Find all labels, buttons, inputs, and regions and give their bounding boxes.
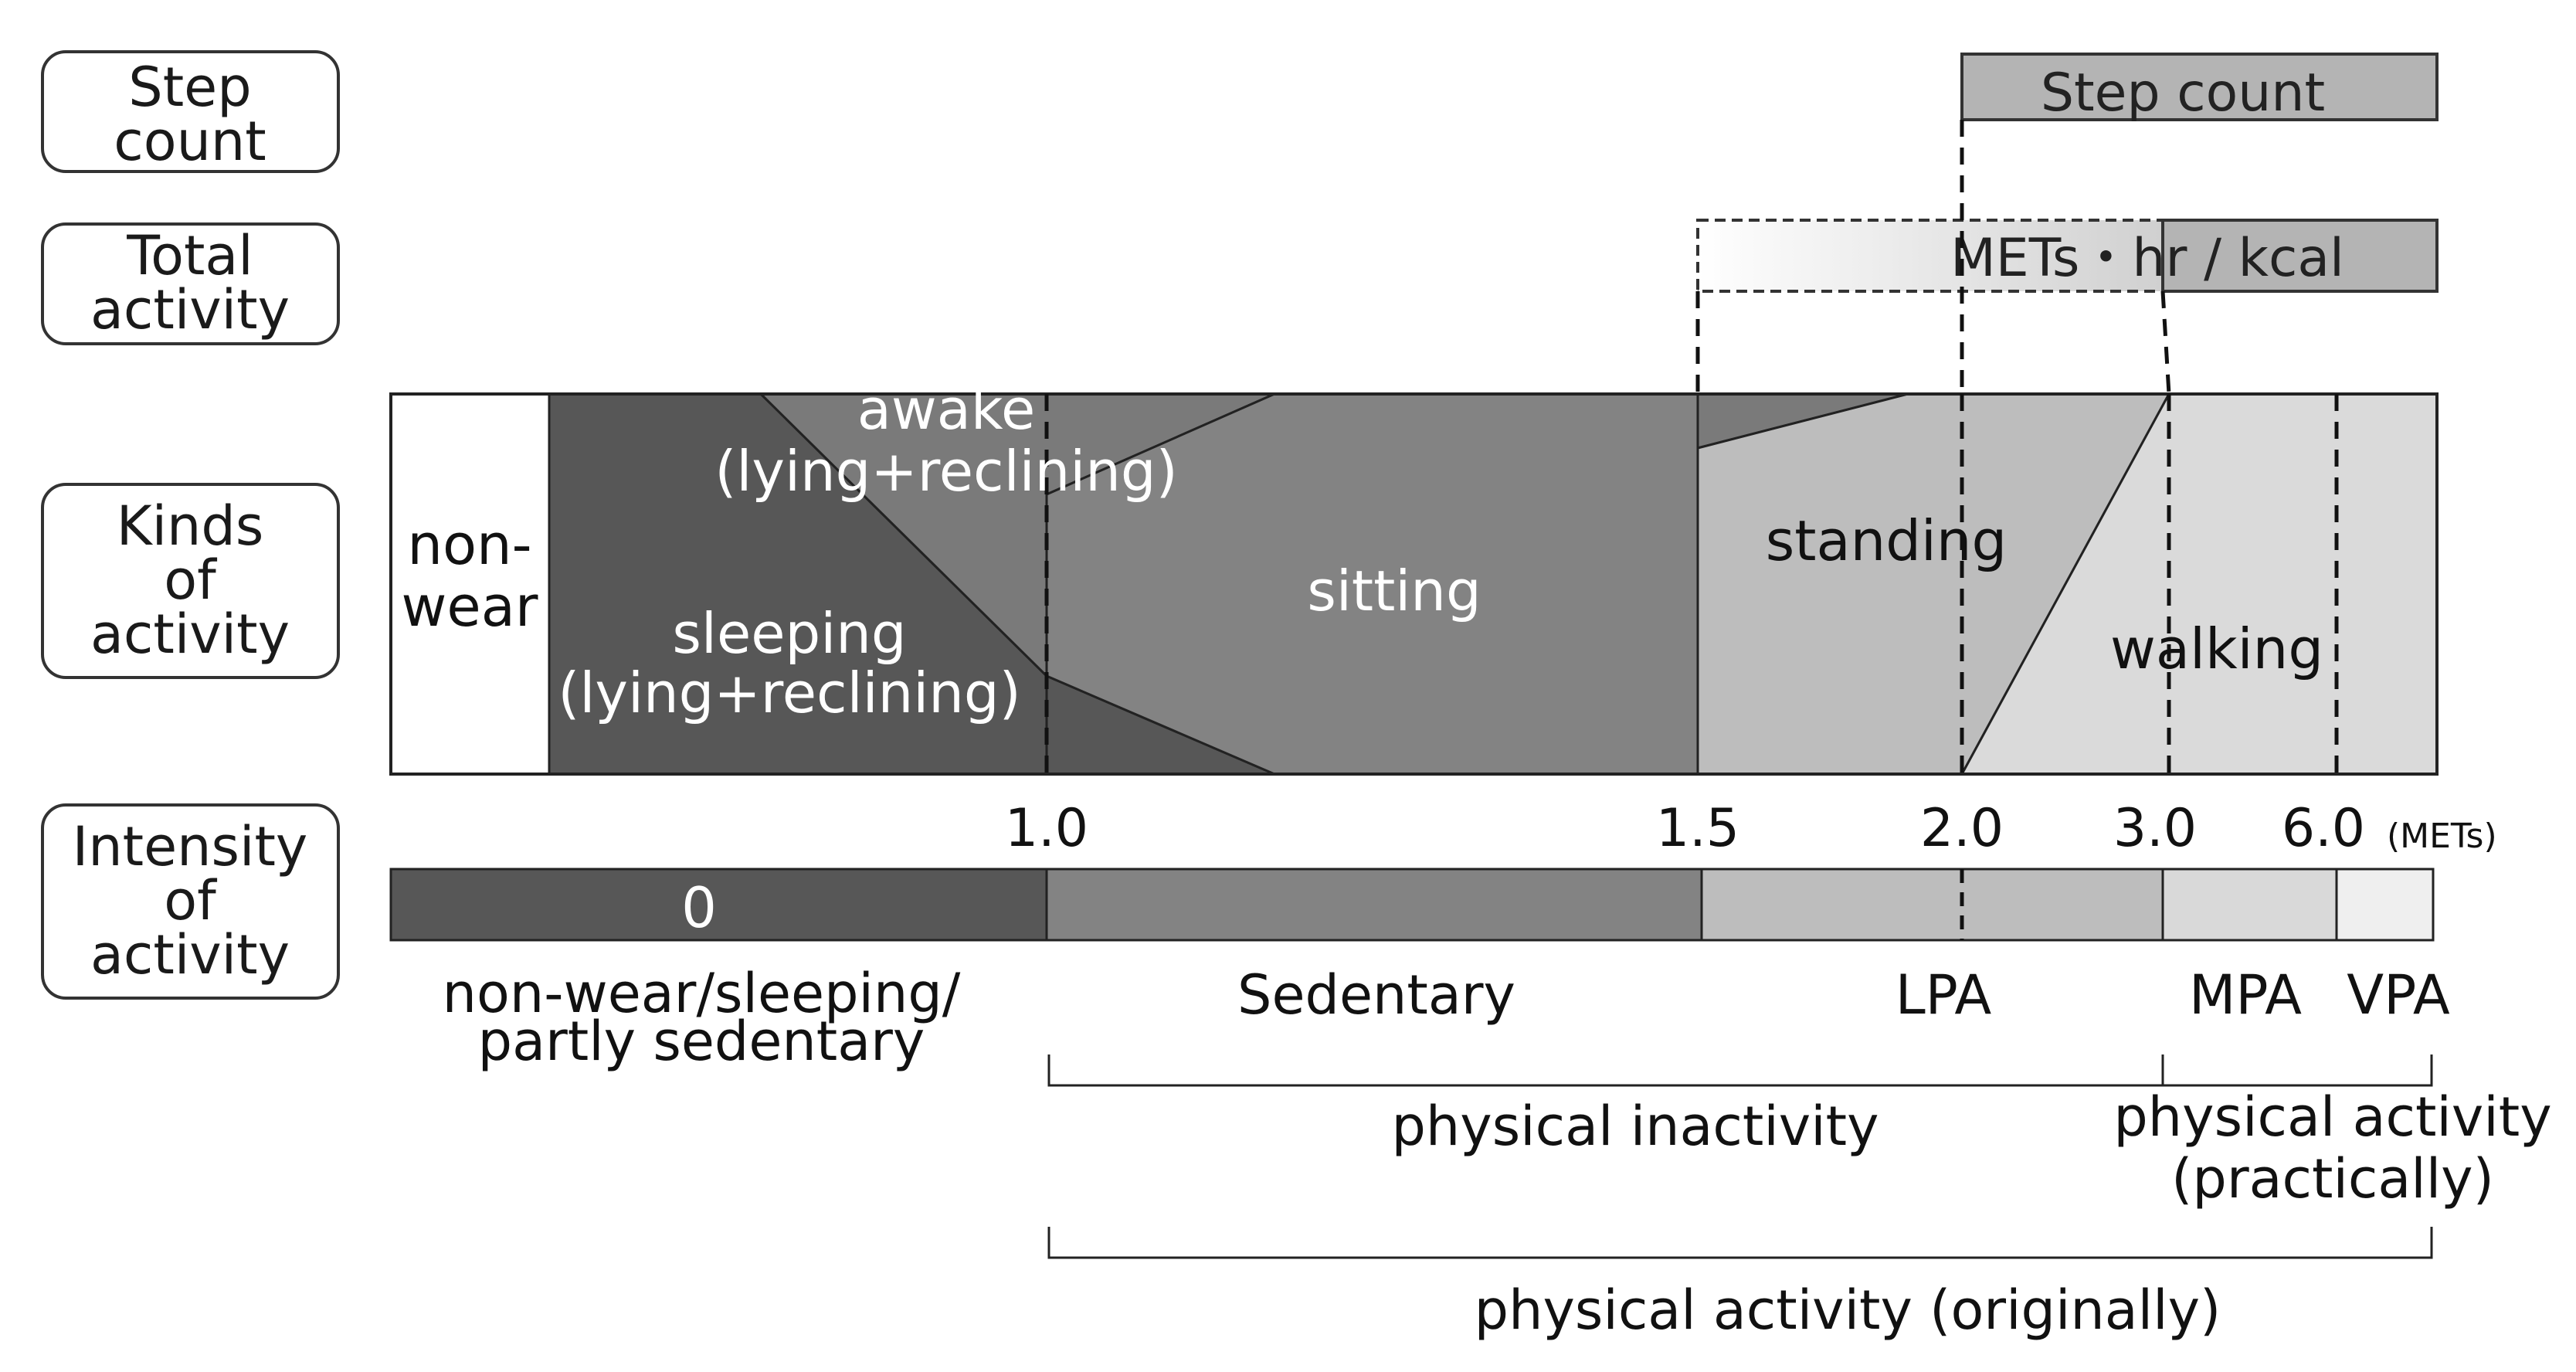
total-activity-bar-label: METs・hr / kcal — [1950, 228, 2344, 289]
label-non-wear-line1: non- — [407, 512, 531, 577]
row-label-intensity-line1: Intensity — [73, 815, 308, 878]
intensity-bar: 0 — [389, 868, 2435, 942]
row-label-total-activity-line2: activity — [90, 278, 290, 341]
bracket-practically-line1: physical activity — [2113, 1085, 2551, 1149]
bracket-practically-line2: (practically) — [2171, 1147, 2494, 1211]
row-label-intensity-line3: activity — [90, 923, 290, 987]
intensity-tick-labels: 1.0 1.5 2.0 3.0 6.0 (METs) — [1005, 798, 2497, 859]
intensity-zero-label: 0 — [681, 875, 717, 940]
step-count-bar-label: Step count — [2041, 63, 2325, 124]
row-label-step-count: Step count — [41, 50, 340, 173]
category-lpa: LPA — [1896, 963, 1992, 1027]
label-standing: standing — [1766, 508, 2008, 573]
kinds-outer-border — [389, 392, 2439, 776]
bracket-physical-activity-practically: physical activity (practically) — [2113, 1054, 2552, 1211]
intensity-segment-zero — [389, 868, 1048, 942]
row-label-total-activity: Total activity — [41, 222, 340, 345]
bracket-physical-inactivity-label: physical inactivity — [1391, 1095, 1879, 1158]
tick-3-0: 3.0 — [2113, 798, 2197, 859]
tick-6-0: 6.0 — [2282, 798, 2365, 859]
category-sedentary: Sedentary — [1237, 963, 1515, 1027]
intensity-segment-mpa — [2161, 868, 2338, 942]
total-activity-bar: METs・hr / kcal — [1696, 219, 2439, 293]
row-label-intensity-line2: of — [164, 869, 217, 932]
row-label-total-activity-line1: Total — [126, 224, 253, 287]
tick-1-5: 1.5 — [1656, 798, 1739, 859]
intensity-segment-vpa — [2335, 868, 2435, 942]
kinds-of-activity-chart: non- wear awake (lying+reclining) sleepi… — [389, 377, 2439, 776]
category-mpa: MPA — [2189, 963, 2302, 1027]
row-label-step-count-line2: count — [114, 110, 266, 173]
row-label-kinds-line3: activity — [90, 603, 290, 666]
label-walking: walking — [2110, 616, 2323, 681]
category-nonwear-line2: partly sedentary — [478, 1010, 925, 1073]
connector-lines — [1695, 120, 2171, 395]
row-label-intensity-of-activity: Intensity of activity — [41, 803, 340, 1000]
label-awake-line1: awake — [857, 377, 1036, 442]
tick-2-0: 2.0 — [1920, 798, 2004, 859]
bracket-physical-inactivity: physical inactivity — [1047, 1054, 2164, 1158]
row-label-step-count-line1: Step — [128, 56, 251, 119]
bracket-physical-activity-originally: physical activity (originally) — [1047, 1227, 2433, 1342]
tick-unit: (METs) — [2387, 817, 2497, 856]
intensity-segment-sedentary — [1045, 868, 1703, 942]
row-label-kinds-of-activity: Kinds of activity — [41, 483, 340, 679]
label-sitting: sitting — [1307, 559, 1481, 623]
category-vpa: VPA — [2347, 963, 2450, 1027]
category-nonwear-line1: non-wear/sleeping/ — [443, 962, 961, 1025]
intensity-segment-lpa — [1700, 868, 2164, 942]
label-awake-line2: (lying+reclining) — [714, 439, 1177, 504]
region-non-wear — [391, 394, 549, 774]
row-label-kinds-line1: Kinds — [117, 494, 264, 558]
intensity-category-labels: non-wear/sleeping/ partly sedentary Sede… — [443, 962, 2450, 1073]
label-sleeping-line2: (lying+reclining) — [558, 661, 1020, 725]
label-sleeping-line1: sleeping — [672, 601, 906, 666]
row-label-kinds-line2: of — [164, 548, 217, 612]
step-count-bar: Step count — [1960, 53, 2439, 124]
bracket-originally-label: physical activity (originally) — [1475, 1279, 2221, 1342]
label-non-wear-line2: wear — [402, 574, 538, 639]
tick-1-0: 1.0 — [1005, 798, 1088, 859]
